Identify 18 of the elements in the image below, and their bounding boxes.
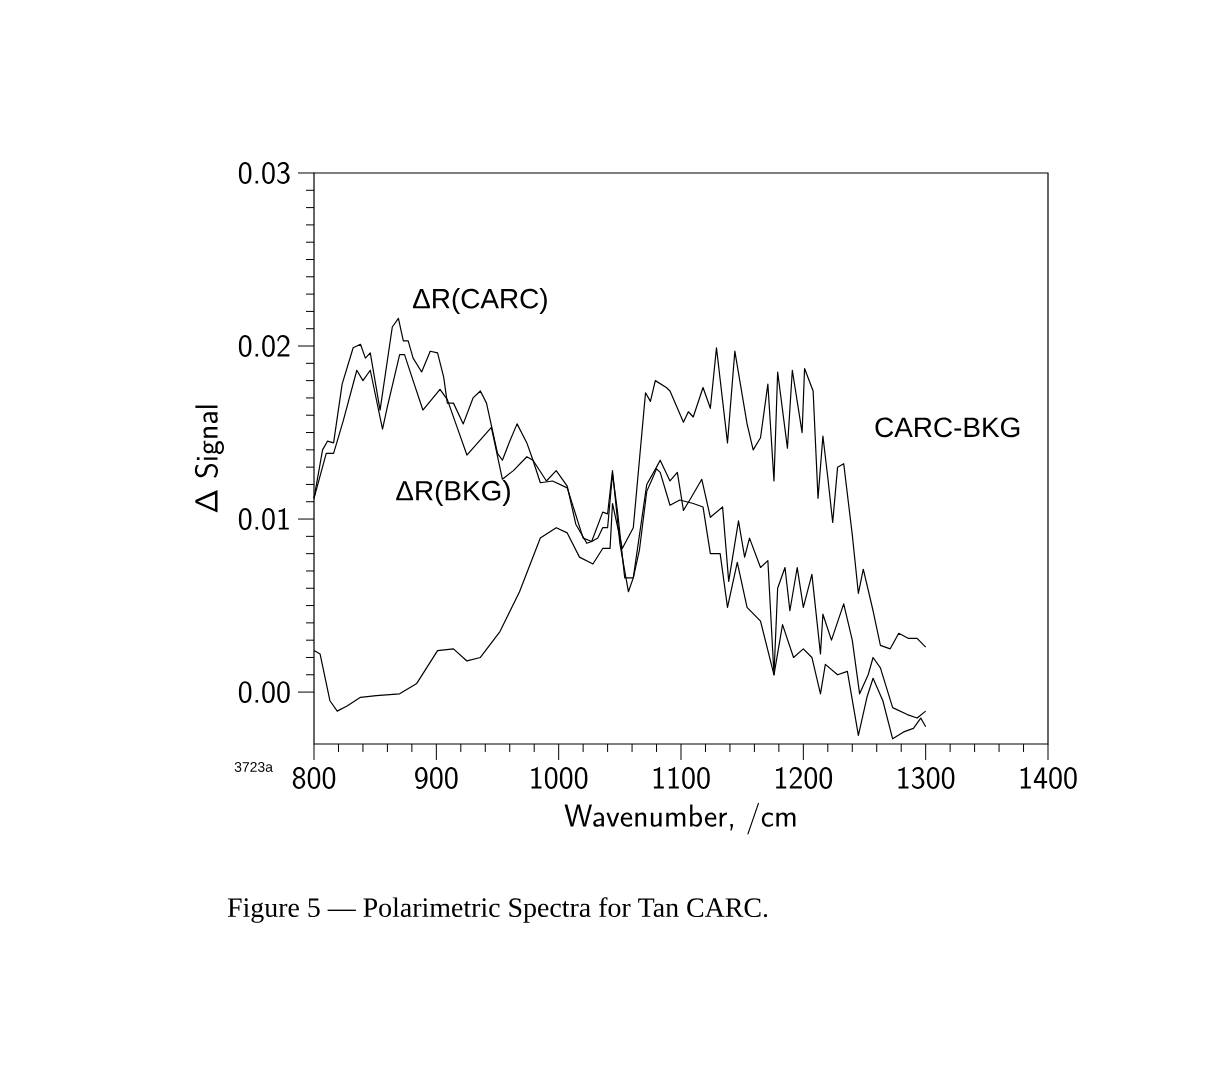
x-tick-label: 1000 — [531, 767, 588, 789]
x-tick-label: 1200 — [776, 767, 833, 789]
x-tick-label: 1400 — [1020, 767, 1077, 789]
text: 3723a — [234, 762, 273, 772]
x-tick-label: 1300 — [898, 767, 955, 789]
x-tick-label: 1100 — [653, 767, 710, 789]
x-axis-title: Wavenumber, /cm — [564, 802, 796, 835]
series-label: ΔR(CARC) — [413, 288, 547, 315]
series-label: CARC-BKG — [875, 417, 1020, 438]
series-label: ΔR(BKG) — [396, 480, 510, 507]
x-tick-label: 900 — [415, 767, 458, 789]
y-tick-label: 0.01 — [238, 508, 289, 531]
y-tick-label: 0.03 — [238, 162, 290, 184]
y-tick-label: 0.00 — [238, 681, 290, 704]
caption: Figure 5 — Polarimetric Spectra for Tan CARC. — [227, 897, 768, 923]
x-tick-label: 800 — [292, 767, 336, 789]
y-axis-title: Δ Signal — [194, 405, 224, 513]
y-tick-label: 0.02 — [238, 335, 290, 357]
